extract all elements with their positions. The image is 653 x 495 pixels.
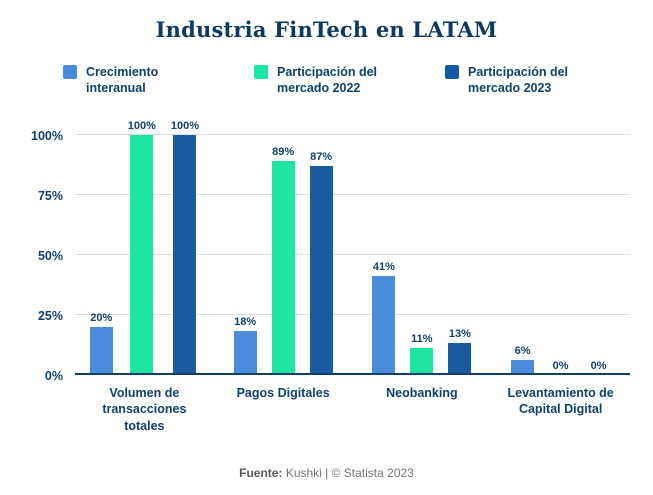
bar [309, 165, 333, 375]
legend-item: Participación del mercado 2022 [254, 64, 399, 97]
x-label-cell: Neobanking [353, 385, 492, 436]
bar-value-label: 6% [514, 345, 531, 358]
bar [511, 360, 535, 375]
y-tick-label: 100% [31, 128, 63, 143]
bar-value-label: 100% [127, 119, 156, 132]
x-axis-category-labels: Volumen de transacciones totales Pagos Di… [75, 385, 630, 436]
legend-label: Participación del mercado 2023 [468, 65, 569, 96]
legend-item: Crecimiento interanual [63, 64, 208, 97]
chart-title: Industria FinTech en LATAM [155, 17, 498, 42]
bar-group: 20% 100% 100% [75, 120, 214, 375]
source-footer: Fuente: Kushki | © Statista 2023 [0, 466, 653, 480]
x-label-cell: Volumen de transacciones totales [75, 385, 214, 436]
legend-label: Participación del mercado 2022 [277, 65, 378, 96]
bar-with-label: 18% [233, 316, 257, 375]
bar-group: 6% 0% 0% [491, 345, 630, 375]
bar [271, 160, 295, 375]
bar-value-label: 100% [170, 119, 200, 132]
bar-value-label: 0% [590, 359, 607, 372]
legend-item: Participación del mercado 2023 [445, 64, 590, 97]
bar [410, 348, 434, 375]
bar-value-label: 0% [552, 359, 569, 372]
bar [448, 343, 472, 375]
y-tick-label: 0% [44, 368, 63, 383]
y-tick-label: 25% [37, 308, 63, 323]
bar-group: 18% 89% 87% [214, 146, 353, 375]
bar [233, 331, 257, 375]
legend-swatch-icon [254, 65, 268, 79]
bar-value-label: 87% [310, 150, 333, 163]
gridline [75, 313, 630, 315]
legend-swatch-icon [63, 65, 77, 79]
category-label: Levantamiento de Capital Digital [507, 385, 614, 417]
x-label-cell: Pagos Digitales [214, 385, 353, 436]
bar-with-label: 13% [448, 328, 472, 375]
bar [372, 276, 396, 375]
bar-with-label: 0% [587, 360, 610, 375]
legend-label: Crecimiento interanual [86, 65, 159, 96]
bar-value-label: 13% [448, 328, 471, 341]
y-tick-label: 75% [37, 188, 63, 203]
bar [173, 134, 197, 375]
bar-with-label: 87% [309, 150, 333, 375]
bar-with-label: 6% [511, 345, 535, 375]
bar-with-label: 89% [271, 145, 295, 375]
legend-swatch-icon [445, 65, 459, 79]
gridline [75, 133, 630, 135]
source-text: Kushki | © Statista 2023 [282, 466, 414, 480]
category-label: Pagos Digitales [236, 385, 330, 400]
bar-group: 41% 11% 13% [353, 261, 492, 375]
bar-with-label: 0% [549, 360, 572, 375]
bar-chart-plot-area: 0% 25% 50% 75% 100% 20% 100% 100% 18% 89% 87% 41% 11… [31, 120, 630, 383]
source-label: Fuente: [239, 466, 283, 480]
bar-value-label: 89% [272, 145, 295, 158]
bar-value-label: 20% [90, 311, 113, 324]
bar-with-label: 100% [171, 120, 199, 375]
bar [89, 326, 113, 375]
bar-value-label: 11% [411, 333, 433, 346]
bar-with-label: 100% [128, 120, 156, 375]
category-label: Volumen de transacciones totales [102, 385, 187, 434]
legend: Crecimiento interanual Participación del … [0, 64, 653, 97]
category-label: Neobanking [386, 385, 458, 400]
bar-value-label: 41% [372, 261, 395, 274]
gridline [75, 253, 630, 255]
gridline [75, 193, 630, 195]
bar [130, 134, 154, 375]
bar-with-label: 20% [89, 311, 113, 375]
bar-with-label: 11% [410, 333, 434, 375]
bar-with-label: 41% [372, 261, 396, 375]
x-label-cell: Levantamiento de Capital Digital [491, 385, 630, 436]
y-tick-label: 50% [37, 248, 63, 263]
x-axis-line [75, 372, 630, 375]
bar-value-label: 18% [234, 316, 257, 329]
